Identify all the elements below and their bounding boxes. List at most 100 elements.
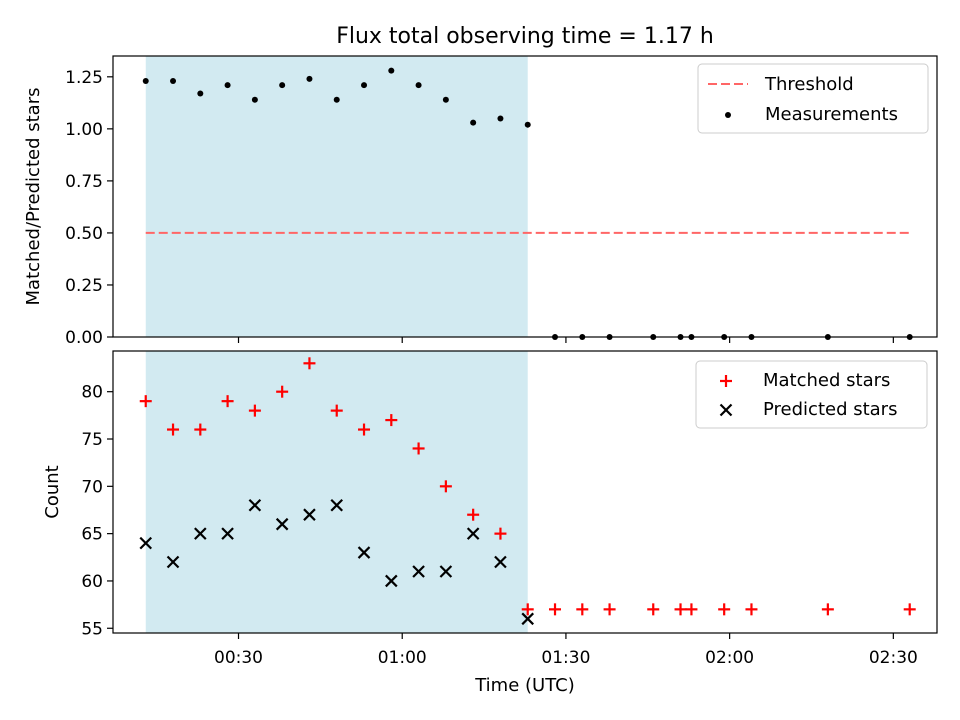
figure-title: Flux total observing time = 1.17 h	[336, 24, 714, 49]
measurement-point	[497, 115, 504, 122]
matched-star-point	[167, 423, 180, 436]
measurement-point	[306, 75, 313, 82]
matched-star-point	[194, 423, 207, 436]
matched-star-point	[521, 603, 534, 616]
matched-star-point	[330, 404, 343, 417]
legend-predicted-label: Predicted stars	[763, 399, 897, 420]
measurement-point	[333, 96, 340, 103]
legend-predicted-swatch	[719, 403, 733, 417]
measurement-point	[361, 82, 368, 89]
count-x-axis: 00:30 01:00 01:30 02:00 02:30	[214, 633, 918, 668]
marker-stroke	[275, 517, 289, 531]
legend-marker	[720, 375, 732, 387]
measurement-point	[251, 96, 258, 103]
matched-star-point	[647, 603, 660, 616]
measurement-point	[224, 82, 231, 89]
legend-marker	[719, 403, 733, 417]
matched-star-point	[467, 508, 480, 521]
predicted-star-point	[466, 527, 480, 540]
legend-threshold-label: Threshold	[764, 74, 854, 95]
y-tick-label: 1.00	[65, 120, 103, 140]
predicted-star-point	[357, 546, 371, 559]
y-tick-label: 70	[81, 477, 103, 497]
x-tick-label: 01:30	[541, 648, 590, 668]
observing-window-shade	[145, 351, 528, 633]
matched-star-point	[358, 423, 371, 436]
matched-star-point	[674, 603, 687, 616]
matched-star-point	[603, 603, 616, 616]
y-tick-label: 0.25	[65, 276, 103, 296]
predicted-star-point	[139, 536, 153, 550]
legend-matched-label: Matched stars	[763, 370, 890, 391]
measurement-point	[442, 96, 449, 103]
measurement-point	[142, 77, 149, 84]
y-tick-label: 55	[81, 619, 103, 639]
predicted-star-point	[194, 527, 207, 540]
predicted-star-point	[494, 555, 507, 569]
measurement-point	[415, 82, 422, 89]
predicted-star-point	[221, 527, 234, 540]
y-tick-label: 1.25	[65, 68, 103, 88]
marker-stroke	[521, 612, 535, 626]
count-plot-frame	[112, 350, 938, 634]
marker-stroke	[439, 565, 453, 578]
observing-window-shade	[145, 56, 528, 337]
y-tick-label: 80	[81, 383, 103, 403]
marker-stroke	[139, 536, 153, 550]
marker-stroke	[330, 498, 344, 512]
marker-stroke	[466, 527, 480, 540]
y-tick-label: 0.00	[65, 328, 103, 348]
ratio-legend: Threshold Measurements	[697, 63, 929, 134]
matched-star-point	[718, 603, 731, 616]
matched-star-point	[903, 603, 916, 616]
matched-star-point	[494, 527, 507, 540]
ratio-y-axis-label: Matched/Predicted stars	[23, 88, 44, 306]
measurement-point	[170, 77, 177, 84]
matched-star-point	[412, 442, 425, 455]
x-tick-label: 00:30	[214, 648, 263, 668]
marker-stroke	[166, 555, 180, 569]
count-panel: 55 60 65 70 75 80 00:30 01:00 01:30 02:00 02:30 C…	[42, 350, 938, 696]
count-x-axis-label: Time (UTC)	[474, 675, 575, 696]
matched-star-point	[139, 395, 152, 408]
matched-star-point	[821, 603, 834, 616]
matched-star-point	[221, 395, 234, 408]
ratio-panel: 0.00 0.25 0.50 0.75 1.00 1.25 Matched/Predict…	[23, 55, 938, 348]
legend-measurements-swatch	[725, 112, 731, 118]
predicted-star-point	[248, 498, 262, 512]
marker-stroke	[194, 527, 207, 540]
marker-stroke	[412, 565, 425, 578]
measurement-point	[524, 121, 531, 128]
measurement-point	[197, 90, 204, 97]
marker-stroke	[719, 403, 733, 417]
matched-star-point	[248, 404, 261, 417]
matched-star-point	[549, 603, 562, 616]
marker-stroke	[221, 527, 234, 540]
marker-stroke	[248, 498, 262, 512]
matched-star-point	[385, 414, 398, 427]
marker-stroke	[385, 574, 398, 588]
count-legend: Matched stars Predicted stars	[695, 360, 928, 429]
y-tick-label: 75	[81, 430, 103, 450]
predicted-star-point	[521, 612, 535, 626]
predicted-star-point	[275, 517, 289, 531]
y-tick-label: 0.50	[65, 224, 103, 244]
matched-star-point	[303, 357, 316, 370]
predicted-star-point	[330, 498, 344, 512]
marker-stroke	[494, 555, 507, 569]
ratio-legend-box	[697, 63, 929, 134]
y-tick-label: 0.75	[65, 172, 103, 192]
matched-star-point	[439, 480, 452, 493]
matched-star-point	[276, 385, 289, 398]
y-tick-label: 60	[81, 572, 103, 592]
count-plot-area	[139, 357, 916, 626]
count-y-axis-label: Count	[42, 465, 63, 518]
predicted-star-point	[412, 565, 425, 578]
predicted-star-point	[166, 555, 180, 569]
legend-measurements-label: Measurements	[765, 104, 898, 125]
measurement-point	[470, 119, 477, 126]
marker-stroke	[357, 546, 371, 559]
ratio-x-axis-ticks	[237, 337, 894, 343]
marker-stroke	[303, 508, 316, 521]
